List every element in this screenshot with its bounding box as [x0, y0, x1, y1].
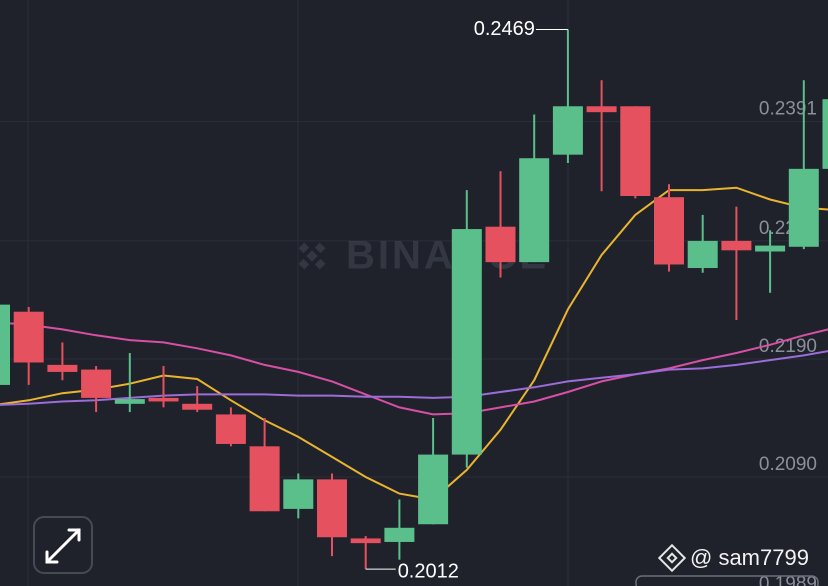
candle-body: [283, 479, 314, 509]
high-label: 0.2469: [474, 18, 535, 40]
candle-body: [114, 399, 145, 404]
candle-body: [148, 397, 179, 402]
candle-body: [249, 446, 280, 512]
price-tag-outline: [635, 575, 819, 586]
low-label: 0.2012: [398, 560, 459, 582]
candle-body: [485, 226, 516, 263]
candle-body: [755, 245, 786, 252]
candle-body: [552, 106, 583, 155]
moving-average-line: [0, 321, 828, 416]
moving-average-line: [0, 350, 828, 406]
candle-body: [182, 403, 213, 410]
credit: @ sam7799: [657, 543, 809, 573]
candle-body: [215, 414, 246, 444]
candle-body: [822, 99, 828, 169]
candle-body: [418, 454, 449, 525]
expand-button[interactable]: [33, 516, 93, 574]
candle-body: [384, 527, 415, 542]
y-tick-label: 0.1989: [759, 573, 817, 586]
candles: [0, 29, 828, 570]
moving-average-line: [0, 186, 828, 501]
watermark-text: BINANCE: [346, 234, 549, 278]
candle-body: [451, 229, 482, 455]
candle-body: [519, 158, 550, 263]
y-tick-label: 0.2391: [759, 99, 817, 120]
annotations: 0.2469 0.2012: [365, 18, 568, 582]
candle-body: [0, 304, 10, 385]
candle-body: [586, 106, 617, 113]
credit-text: @ sam7799: [690, 545, 809, 570]
candle-body: [687, 240, 718, 269]
candle-body: [317, 479, 347, 538]
moving-averages: [0, 186, 828, 501]
candle-body: [47, 364, 78, 372]
candle-body: [620, 106, 651, 197]
candle-body: [721, 240, 752, 251]
candle-body: [788, 168, 819, 247]
grid: [0, 121, 828, 478]
candle-body: [13, 311, 44, 363]
y-tick-label: 0.2090: [759, 454, 817, 475]
candle-body: [81, 369, 112, 398]
candle-body: [654, 197, 684, 265]
y-tick-label: 0.2190: [759, 336, 817, 357]
candle-body: [350, 538, 381, 544]
